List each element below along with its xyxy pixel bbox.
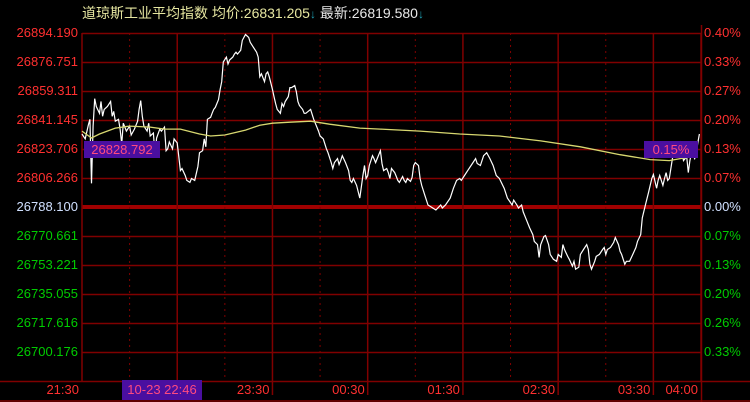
y-tick-label-right: 0.07%	[704, 170, 741, 185]
y-tick-label-right: 0.00%	[704, 199, 741, 214]
last-price-label: 最新:	[319, 5, 352, 21]
crosshair-time-label: 10-23 22:46	[122, 380, 202, 400]
last-price-value: 26819.580	[351, 5, 418, 21]
x-tick-label: 03:30	[617, 382, 651, 397]
y-tick-label-left: 26806.266	[16, 170, 78, 185]
avg-price-label: 均价:	[211, 5, 244, 21]
y-tick-label-right: 0.20%	[704, 112, 741, 127]
x-tick-label: 21:30	[46, 382, 79, 397]
y-tick-label-right: 0.33%	[704, 344, 741, 359]
average-price-line	[81, 120, 697, 162]
crosshair-price-label: 26828.792	[84, 141, 160, 158]
x-tick-label: 02:30	[522, 382, 556, 397]
x-tick-label: 23:30	[236, 382, 270, 397]
y-tick-label-left: 26788.100	[16, 199, 78, 214]
x-tick-label: 01:30	[427, 382, 460, 397]
crosshair-percent-label: 0.15%	[644, 141, 698, 158]
y-tick-label-right: 0.40%	[704, 25, 741, 40]
y-tick-label-right: 0.20%	[704, 286, 741, 301]
y-tick-label-right: 0.33%	[704, 54, 741, 69]
y-tick-label-left: 26717.616	[16, 315, 78, 330]
y-tick-label-left: 26735.055	[16, 286, 78, 301]
y-tick-label-left: 26700.176	[16, 344, 78, 359]
y-tick-label-right: 0.13%	[704, 141, 741, 156]
y-tick-label-right: 0.27%	[704, 83, 741, 98]
index-name: 道琼斯工业平均指数	[82, 5, 208, 21]
y-tick-label-left: 26841.145	[16, 112, 78, 127]
y-tick-label-right: 0.07%	[704, 228, 741, 243]
y-tick-label-right: 0.13%	[704, 257, 741, 272]
y-tick-label-left: 26753.221	[16, 257, 78, 272]
y-tick-label-left: 26894.190	[16, 25, 78, 40]
x-tick-label: 00:30	[332, 382, 365, 397]
y-tick-label-right: 0.26%	[704, 315, 741, 330]
down-arrow-icon: ↓	[417, 7, 424, 21]
down-arrow-icon: ↓	[309, 7, 316, 21]
y-tick-label-left: 26823.706	[16, 141, 78, 156]
y-tick-label-left: 26859.311	[17, 83, 79, 98]
y-tick-label-left: 26876.751	[16, 54, 78, 69]
price-line	[81, 33, 700, 271]
x-tick-label: 04:00	[665, 382, 698, 397]
y-tick-label-left: 26770.661	[16, 228, 78, 243]
chart-header: 道琼斯工业平均指数 均价:26831.205↓ 最新:26819.580↓	[82, 3, 424, 23]
avg-price-value: 26831.205	[243, 5, 310, 21]
